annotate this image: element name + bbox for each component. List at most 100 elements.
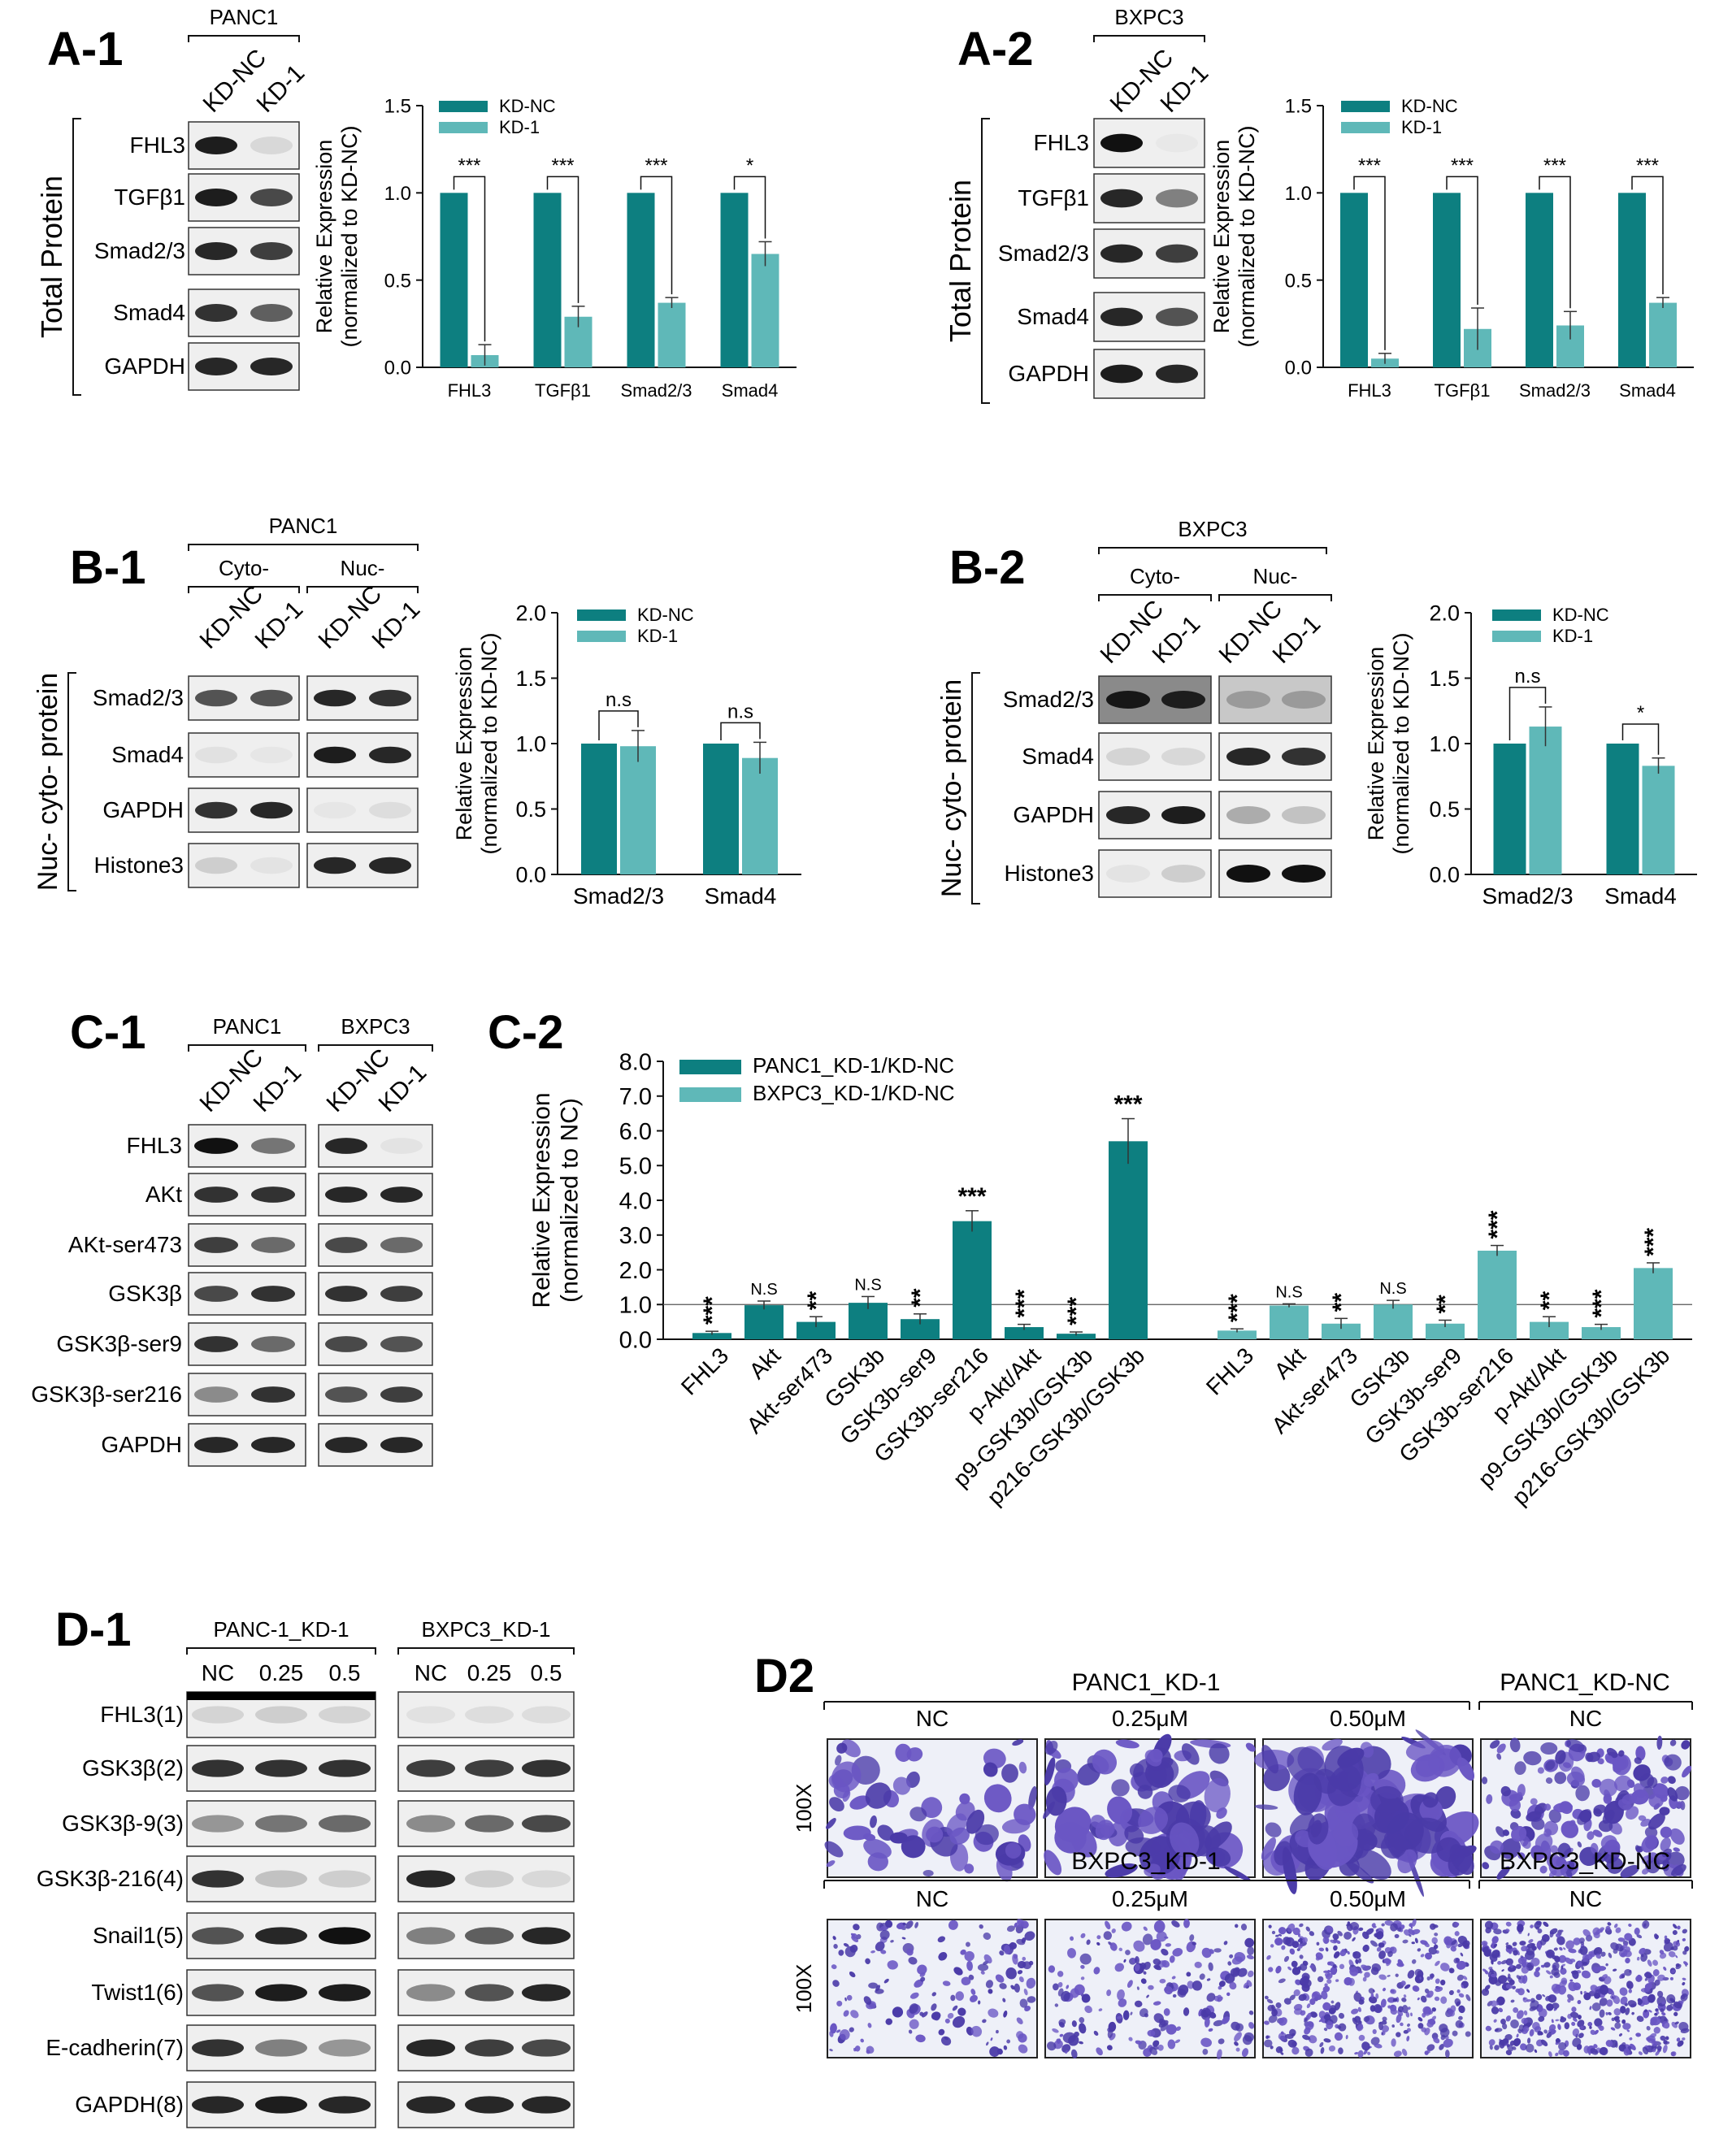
d2-cell-blob (1580, 1941, 1585, 1946)
d2-cell-blob (1352, 1951, 1357, 1956)
d2-cell-blob (849, 2027, 854, 2032)
d2-cell-blob (1283, 1955, 1290, 1963)
d2-cell-blob (1493, 1943, 1498, 1948)
d2-cell-blob (1599, 1998, 1608, 2006)
d2-cell-blob (1278, 1978, 1286, 1984)
A2-category-fhl3: FHL3 (1348, 380, 1391, 401)
d1-band-e-cadherin-7-1 (255, 2039, 307, 2057)
A2-ytick-label-0: 0.0 (1285, 358, 1312, 380)
d2-cell-blob (1521, 1975, 1528, 1984)
d2-cell-blob (1488, 1975, 1498, 1985)
d2-cell-blob (1370, 2037, 1380, 2045)
d2-cell-blob (1521, 1966, 1529, 1974)
A2-ylabel-1: Relative Expression (1209, 140, 1234, 334)
d2-cell-blob (1435, 1986, 1443, 1993)
d2-cell-blob (885, 2018, 893, 2025)
d2-cell-blob (1375, 1993, 1379, 1999)
d2-cell-blob (1481, 1988, 1490, 1996)
d2-cell-blob (1589, 2025, 1592, 2029)
d2-cell-blob (1485, 2025, 1491, 2032)
c1-row-label-akt-ser473: AKt-ser473 (68, 1232, 182, 1257)
d2-cell-blob (844, 1997, 847, 2002)
d2-cell-blob (1361, 2041, 1370, 2051)
d2-cell-blob (843, 1943, 849, 1947)
d2-cell-blob (999, 1983, 1007, 1989)
d2-cell-blob (1291, 2032, 1296, 2037)
d2-cell-blob (1595, 1953, 1602, 1959)
d2-cell-blob (1669, 1739, 1677, 1746)
d2-cell-blob (1462, 1941, 1469, 1950)
d2-cell-blob (1484, 1970, 1489, 1975)
d2-cell-blob (1372, 2028, 1377, 2034)
d2-cell-blob (875, 1941, 885, 1952)
d2-cell-blob (1566, 1739, 1585, 1753)
d2-cell-blob (1450, 1946, 1456, 1952)
d2-cell-blob (1061, 1990, 1070, 2002)
d2-cell-blob (921, 2011, 928, 2018)
b2-band-gapdh-1 (1161, 805, 1205, 825)
d2-cell-blob (1558, 1954, 1567, 1963)
c2-bar-panc1-kd-1-kd-nc-p-akt-akt (1005, 1327, 1044, 1339)
d2-cell-blob (1426, 2044, 1435, 2051)
chart-A1: 0.0 0.5 1.0 1.5 Relative Expression (normaliz… (312, 96, 797, 401)
d1-band-e-cadherin-7-5 (522, 2039, 571, 2057)
d2-group-header-0-1: PANC1_KD-NC (1500, 1669, 1670, 1696)
b2-band-smad4-0 (1106, 747, 1150, 766)
d2-cell-blob (1434, 1996, 1440, 2002)
d1-header-1: BXPC3_KD-1 (422, 1617, 551, 1642)
d2-cell-blob (1001, 1763, 1018, 1783)
A1-sig-smad4: * (746, 154, 753, 176)
d2-cell-blob (1245, 1742, 1256, 1752)
a2-band-smad4-1 (1156, 307, 1198, 327)
d2-cell-blob (1263, 1763, 1291, 1792)
C2-ytick-label-3: 3.0 (619, 1223, 652, 1249)
b1-band-gapdh-1 (250, 801, 293, 819)
d1-band-e-cadherin-7-0 (192, 2039, 244, 2057)
d2-cell-blob (1511, 1825, 1527, 1842)
d2-cell-blob (1327, 1961, 1331, 1966)
d2-cell-blob (1412, 1959, 1417, 1964)
d2-cell-blob (1613, 1995, 1621, 2004)
d1-band-twist1-6-5 (522, 1984, 571, 2002)
b1-header-0: PANC1 (269, 514, 338, 538)
western-blot-layer: PANC1KD-NCKD-1FHL3TGFβ1Smad2/3Smad4GAPDH… (31, 5, 1332, 2128)
A1-sig-bracket-smad4 (733, 176, 766, 239)
d2-cell-blob (1624, 1968, 1632, 1976)
d2-cell-blob (1578, 2032, 1584, 2039)
b2-header-0: BXPC3 (1178, 517, 1247, 541)
d2-cell-blob (1576, 2044, 1582, 2050)
d2-cell-blob (1550, 1845, 1559, 1854)
c1-band-fhl3-0 (194, 1138, 238, 1154)
d2-cell-blob (850, 2010, 859, 2019)
d2-cell-blob (1545, 1760, 1556, 1771)
d2-cell-blob (1509, 1737, 1521, 1753)
d2-cell-blob (1224, 1866, 1252, 1881)
d2-cell-blob (931, 2011, 941, 2020)
d1-row-label-fhl3-1: FHL3(1) (100, 1702, 184, 1727)
c1-row-label-akt: AKt (145, 1182, 182, 1207)
A2-sig-bracket-tgf-1 (1446, 176, 1478, 306)
d2-cell-blob (1643, 2009, 1647, 2013)
d2-cell-blob (1223, 1941, 1228, 1946)
d2-cell-blob (1292, 1927, 1300, 1936)
d2-cell-blob (977, 1963, 989, 1972)
d2-cell-blob (1111, 1779, 1130, 1797)
d2-cell-blob (1393, 2050, 1402, 2058)
d2-cell-blob (1306, 2003, 1311, 2009)
d2-cell-blob (1373, 2004, 1383, 2013)
d2-cell-blob (1431, 1937, 1438, 1945)
d2-condition-1-2: 0.50μM (1330, 1886, 1406, 1911)
d2-cell-blob (1605, 1925, 1611, 1931)
d2-cell-blob (1324, 1983, 1328, 1987)
d2-cell-blob (1534, 1921, 1542, 1929)
d2-cell-blob (1521, 1961, 1527, 1967)
d2-cell-blob (1657, 1974, 1665, 1981)
d2-cell-blob (1070, 2049, 1078, 2058)
A1-ylabel-2: (normalized to KD-NC) (337, 125, 362, 347)
d2-cell-blob (1018, 1761, 1027, 1774)
c2-bar-bxpc3-kd-1-kd-nc-gsk3b-ser216 (1478, 1250, 1517, 1339)
a1-band-tgf-1-1 (250, 188, 293, 207)
d2-cell-blob (1323, 2028, 1328, 2032)
c1-header-bracket-0 (188, 1044, 306, 1052)
d2-cell-blob (831, 1761, 862, 1793)
